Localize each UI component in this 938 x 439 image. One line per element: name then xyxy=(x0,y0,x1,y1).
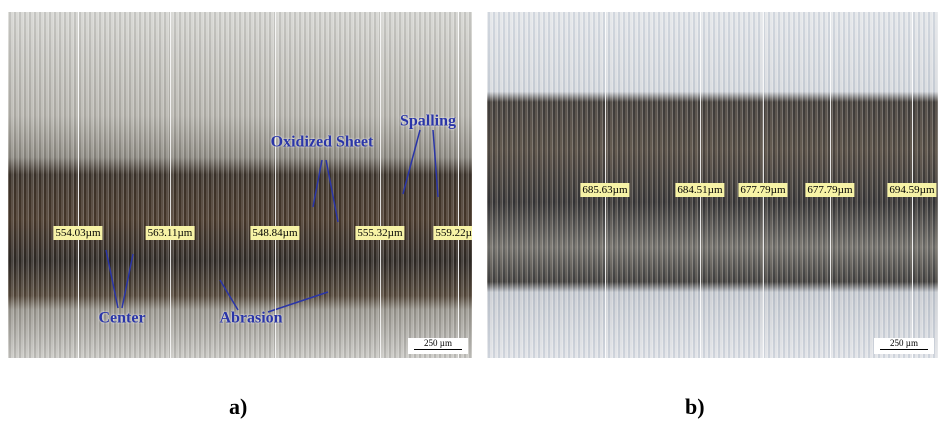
measurement-label: 677.79µm xyxy=(805,183,854,197)
measure-line xyxy=(78,12,79,358)
scale-bar: 250 µm xyxy=(408,338,468,354)
micrograph: 554.03µm 563.11µm 548.84µm 555.32µm 559.22µm… xyxy=(8,12,472,358)
measurement-label: 563.11µm xyxy=(146,226,195,240)
annotation: Spalling xyxy=(400,114,456,129)
measure-line xyxy=(170,12,171,358)
measurement-label: 555.32µm xyxy=(355,226,404,240)
measurement-label: 677.79µm xyxy=(738,183,787,197)
micrograph: 685.63µm 684.51µm 677.79µm 677.79µm 694.59µm… xyxy=(487,12,938,358)
panel-label: b) xyxy=(685,394,705,420)
measurement-label: 694.59µm xyxy=(887,183,936,197)
measurement-label: 684.51µm xyxy=(675,183,724,197)
panel-label: a) xyxy=(229,394,247,420)
measure-line xyxy=(458,12,459,358)
measurement-label: 548.84µm xyxy=(250,226,299,240)
annotation: Abrasion xyxy=(219,311,282,326)
measurement-label: 559.22µm xyxy=(433,226,472,240)
annotation: Center xyxy=(98,311,145,326)
scale-bar: 250 µm xyxy=(874,338,934,354)
measurement-label: 554.03µm xyxy=(53,226,102,240)
measure-line xyxy=(380,12,381,358)
annotation: Oxidized Sheet xyxy=(267,135,377,150)
figure: 554.03µm 563.11µm 548.84µm 555.32µm 559.22µm… xyxy=(0,0,938,439)
measurement-label: 685.63µm xyxy=(580,183,629,197)
measure-line xyxy=(275,12,276,358)
